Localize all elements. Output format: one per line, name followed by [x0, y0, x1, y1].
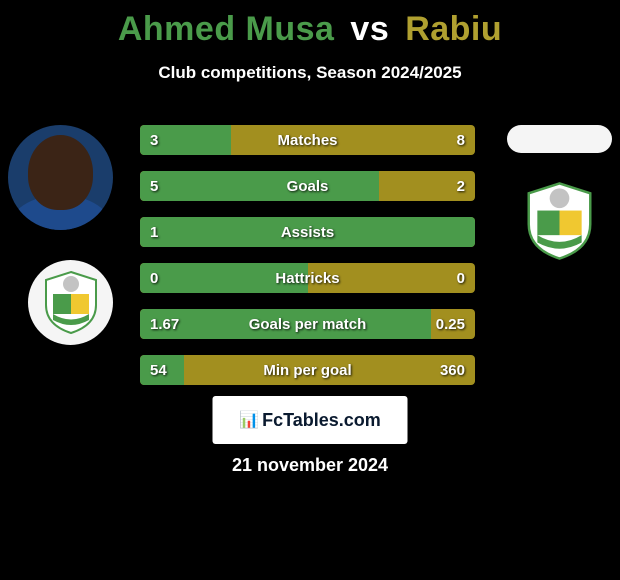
title-player-right: Rabiu	[405, 10, 502, 48]
subtitle: Club competitions, Season 2024/2025	[0, 63, 620, 83]
stat-value-right: 8	[457, 132, 465, 149]
player-right-avatar	[507, 125, 612, 153]
player-right-club-badge	[507, 176, 612, 266]
stat-label: Matches	[140, 132, 475, 149]
stat-value-right: 0	[457, 270, 465, 287]
stat-value-right: 0.25	[436, 316, 465, 333]
source-badge: 📊 FcTables.com	[213, 396, 408, 444]
stat-label: Goals per match	[140, 316, 475, 333]
stat-label: Hattricks	[140, 270, 475, 287]
title-player-left: Ahmed Musa	[118, 10, 335, 48]
player-face-graphic	[8, 125, 113, 230]
club-badge-icon	[41, 270, 101, 335]
player-left-avatar	[8, 125, 113, 230]
player-left-club-badge	[28, 260, 113, 345]
stat-row: 5Goals2	[140, 171, 475, 201]
stat-value-right: 2	[457, 178, 465, 195]
footer-date: 21 november 2024	[0, 455, 620, 476]
stat-row: 0Hattricks0	[140, 263, 475, 293]
stat-label: Goals	[140, 178, 475, 195]
comparison-title: Ahmed Musa vs Rabiu	[0, 0, 620, 49]
stat-row: 3Matches8	[140, 125, 475, 155]
source-logo-icon: 📊	[239, 410, 258, 430]
source-name: FcTables.com	[262, 410, 381, 431]
stat-row: 54Min per goal360	[140, 355, 475, 385]
stat-label: Assists	[140, 224, 475, 241]
stats-comparison-table: 3Matches8 5Goals2 1Assists 0Hattricks0 1.67G…	[140, 125, 475, 401]
club-badge-icon	[522, 181, 597, 261]
stat-row: 1Assists	[140, 217, 475, 247]
title-vs: vs	[350, 10, 389, 48]
stat-row: 1.67Goals per match0.25	[140, 309, 475, 339]
stat-value-right: 360	[440, 362, 465, 379]
stat-label: Min per goal	[140, 362, 475, 379]
